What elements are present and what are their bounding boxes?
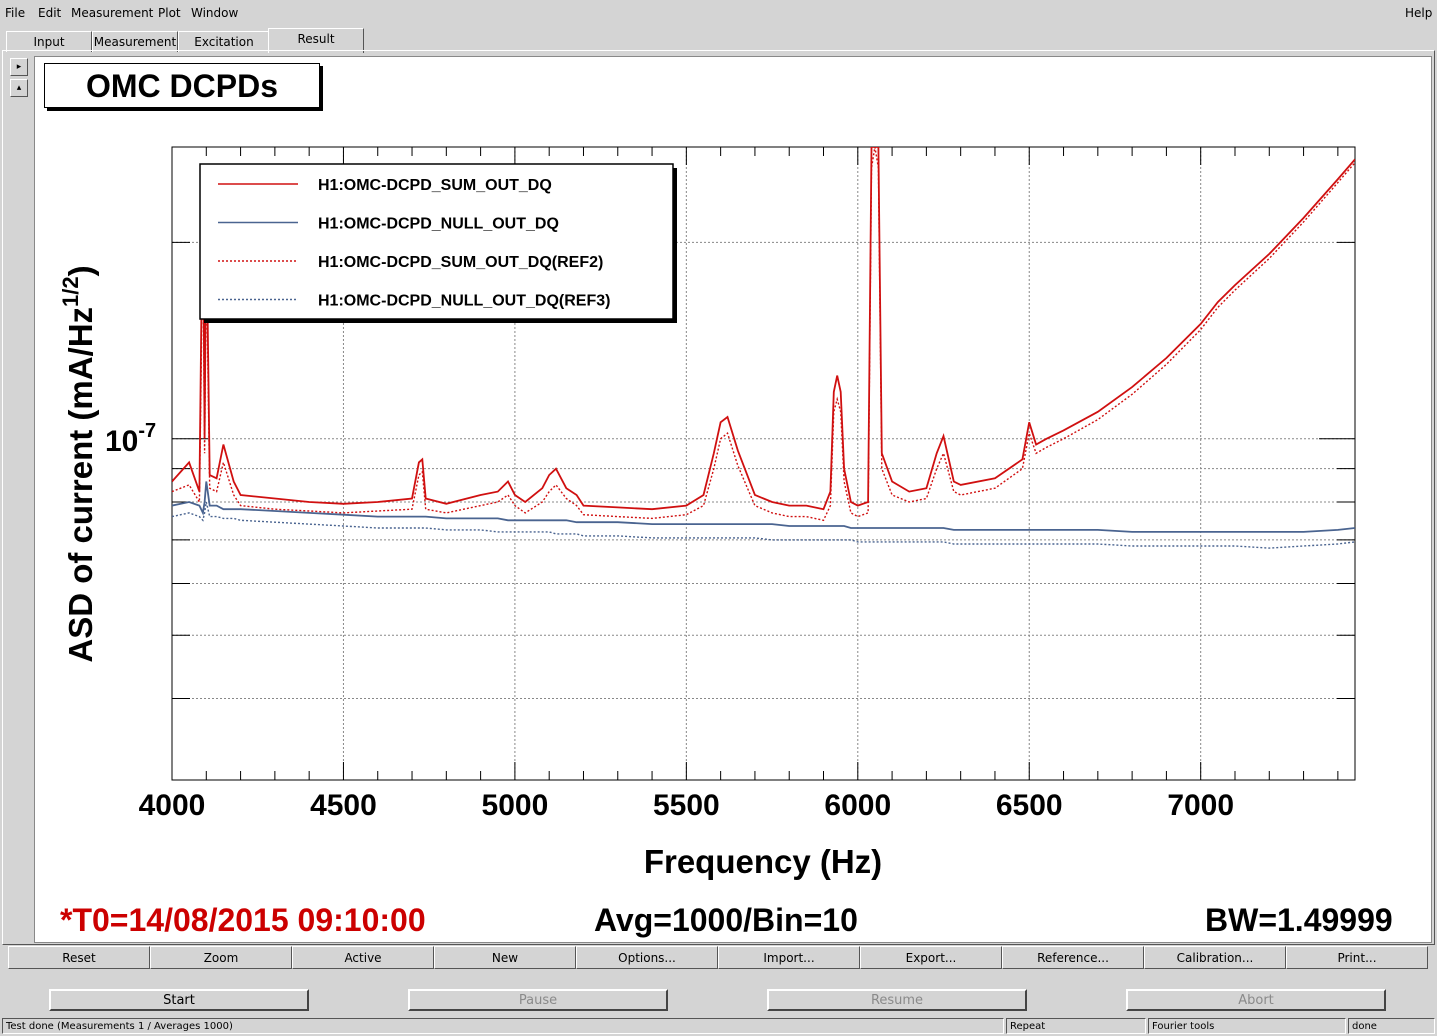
status-state: done (1348, 1018, 1435, 1034)
series-line-2 (172, 481, 1355, 533)
abort-button[interactable]: Abort (1126, 989, 1386, 1011)
plot-frame (171, 146, 1356, 781)
legend-label-2: H1:OMC-DCPD_NULL_OUT_DQ (318, 216, 559, 233)
legend-label-4: H1:OMC-DCPD_NULL_OUT_DQ(REF3) (318, 293, 610, 310)
t0-label: *T0=14/08/2015 09:10:00 (60, 902, 426, 938)
legend-label-3: H1:OMC-DCPD_SUM_OUT_DQ(REF2) (318, 254, 603, 271)
tab-result[interactable]: Result (268, 28, 364, 53)
bw-label: BW=1.49999 (1205, 902, 1393, 938)
toolbar-button-reference[interactable]: Reference... (1002, 946, 1144, 969)
axis-ticks (171, 147, 1355, 781)
avg-label: Avg=1000/Bin=10 (594, 902, 858, 938)
tab-measurement[interactable]: Measurement (92, 31, 178, 52)
toolbar-button-reset[interactable]: Reset (8, 946, 150, 969)
expand-right-icon[interactable]: ▸ (10, 58, 28, 76)
x-tick-label: 5500 (653, 789, 720, 822)
series-line-4 (172, 501, 1355, 549)
x-tick-label: 6500 (996, 789, 1063, 822)
legend-box (199, 163, 674, 320)
y-axis-label: ASD of current (mA/Hz1/2) (58, 265, 99, 662)
series-lines (172, 147, 1355, 549)
menu-help[interactable]: Help (1405, 6, 1433, 20)
series-line-1 (172, 147, 1355, 511)
toolbar-button-print[interactable]: Print... (1286, 946, 1428, 969)
legend: H1:OMC-DCPD_SUM_OUT_DQ H1:OMC-DCPD_NULL_O… (199, 163, 677, 323)
x-tick-label: 7000 (1167, 789, 1234, 822)
status-tools: Fourier tools (1148, 1018, 1346, 1034)
x-tick-label: 4500 (310, 789, 377, 822)
start-button[interactable]: Start (49, 989, 309, 1011)
pause-button[interactable]: Pause (408, 989, 668, 1011)
toolbar-button-new[interactable]: New (434, 946, 576, 969)
toolbar-button-import[interactable]: Import... (718, 946, 860, 969)
menu-plot[interactable]: Plot (158, 6, 181, 20)
x-tick-label: 6000 (824, 789, 891, 822)
resume-button[interactable]: Resume (767, 989, 1027, 1011)
series-line-3 (172, 147, 1355, 522)
menu-edit[interactable]: Edit (38, 6, 62, 20)
x-axis-label: Frequency (Hz) (644, 843, 882, 880)
menu-file[interactable]: File (5, 6, 26, 20)
toolbar-button-active[interactable]: Active (292, 946, 434, 969)
legend-label-1: H1:OMC-DCPD_SUM_OUT_DQ (318, 177, 552, 194)
toolbar-button-export[interactable]: Export... (860, 946, 1002, 969)
menu-window[interactable]: Window (191, 6, 239, 20)
y-axis-label-group: ASD of current (mA/Hz1/2) (58, 265, 99, 662)
collapse-up-icon[interactable]: ▴ (10, 79, 28, 97)
tab-input[interactable]: Input (6, 31, 92, 52)
x-tick-label: 4000 (139, 789, 206, 822)
result-panel (2, 50, 1435, 945)
toolbar-button-calibration[interactable]: Calibration... (1144, 946, 1286, 969)
menu-bar: File Edit Measurement Plot Window Help (0, 0, 1437, 26)
tick-labels: 4000 4500 5000 5500 6000 6500 7000 10-7 (105, 420, 1234, 822)
toolbar-button-zoom[interactable]: Zoom (150, 946, 292, 969)
status-main: Test done (Measurements 1 / Averages 100… (2, 1018, 1004, 1034)
plot-title: OMC DCPDs (44, 63, 320, 108)
y-tick-label: 10-7 (105, 420, 156, 458)
x-tick-label: 5000 (482, 789, 549, 822)
status-repeat: Repeat (1006, 1018, 1146, 1034)
toolbar-button-options[interactable]: Options... (576, 946, 718, 969)
menu-measurement[interactable]: Measurement (71, 6, 154, 20)
